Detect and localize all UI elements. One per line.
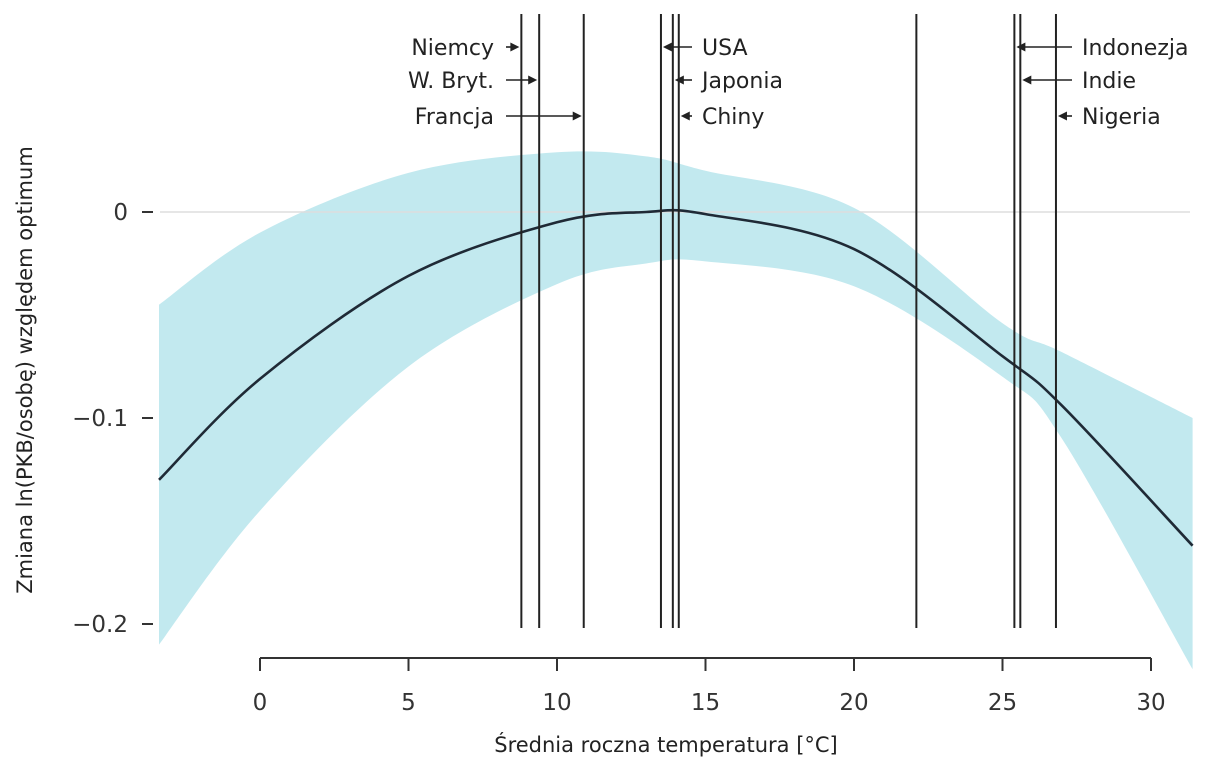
x-tick-label: 30 [1136, 690, 1165, 716]
x-tick-label: 10 [542, 690, 571, 716]
x-tick-label: 20 [839, 690, 868, 716]
arrow-head [1016, 42, 1026, 52]
confidence-band [159, 151, 1193, 670]
arrow-head [1057, 111, 1067, 121]
arrow-head [572, 111, 582, 121]
country-label: Francja [415, 105, 494, 130]
country-label: Indonezja [1082, 36, 1188, 61]
x-tick-label: 15 [691, 690, 720, 716]
country-label: Chiny [702, 105, 764, 130]
y-tick-label: −0.1 [72, 406, 128, 432]
arrow-head [674, 75, 684, 85]
country-label: USA [702, 36, 748, 61]
arrow-head [510, 42, 520, 52]
country-labels-layer: Niemcy W. Bryt. Francja USA Japonia Chiny Indo… [408, 36, 1188, 130]
country-label: W. Bryt. [408, 69, 494, 94]
arrow-head [528, 75, 538, 85]
x-axis-title: Średnia roczna temperatura [°C] [494, 732, 838, 757]
confidence-band-layer [159, 151, 1193, 670]
country-label: Indie [1082, 69, 1136, 94]
y-tick-label: 0 [113, 200, 128, 226]
arrow-head [1022, 75, 1032, 85]
x-tick-label: 5 [401, 690, 416, 716]
x-axis: 0 5 10 15 20 25 30 [253, 657, 1166, 716]
x-tick-label: 0 [253, 690, 268, 716]
country-label: Japonia [700, 69, 783, 94]
arrow-head [680, 111, 690, 121]
arrow-head [662, 42, 672, 52]
x-tick-label: 25 [988, 690, 1017, 716]
y-axis: 0 −0.1 −0.2 [72, 200, 153, 638]
y-tick-label: −0.2 [72, 612, 128, 638]
country-label: Nigeria [1082, 105, 1161, 130]
country-label: Niemcy [411, 36, 494, 61]
y-axis-title: Zmiana ln(PKB/osobę) względem optimum [13, 146, 37, 594]
